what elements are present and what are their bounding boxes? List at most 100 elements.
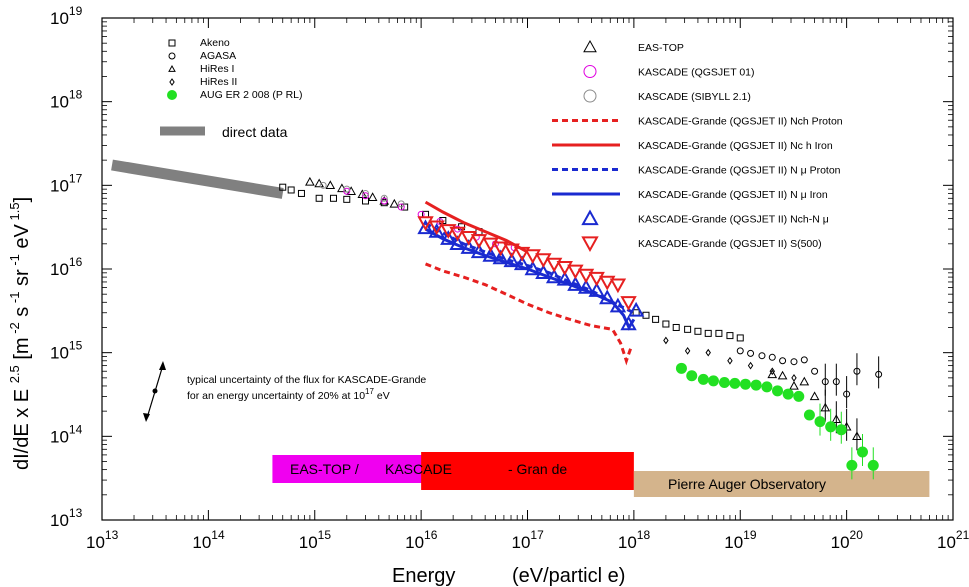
data-point (380, 197, 388, 205)
legend-left-marker (167, 90, 177, 100)
series-7 (319, 181, 405, 208)
data-point (620, 315, 637, 331)
series-3 (663, 336, 797, 382)
axis-labels: Energy (eV/particl e) dI/dE x E 2.5 [m -… (7, 197, 625, 587)
x-tick-label: 1016 (405, 528, 438, 552)
y-tick-label: 1016 (50, 255, 83, 279)
data-point (513, 246, 531, 262)
x-tick-label: 1013 (86, 528, 119, 552)
data-point (482, 246, 499, 262)
data-point (799, 376, 810, 386)
y-tick-label: 1014 (50, 422, 83, 446)
data-point (609, 297, 627, 313)
data-point (417, 219, 434, 235)
x-tick-label: 1017 (512, 528, 545, 552)
bar-label-grande: - Gran de (508, 461, 567, 477)
uncertainty-point (152, 388, 158, 394)
data-point (835, 424, 847, 436)
data-point (747, 361, 754, 370)
data-point (814, 416, 826, 428)
data-point (853, 367, 861, 375)
series-4 (675, 362, 879, 480)
data-point (380, 194, 388, 202)
y-tick-label: 1013 (50, 506, 83, 530)
data-point (535, 253, 552, 269)
legend-left-label: AUG ER 2 008 (P RL) (200, 89, 303, 101)
data-point (809, 391, 820, 401)
annotation-line-2: for an energy uncertainty of 20% at 10 (187, 390, 365, 402)
legend-right-marker (583, 39, 597, 53)
y-axis-label: dI/dE x E 2.5 [m -2 s -1 sr -1 eV 1.5] (7, 197, 33, 470)
data-point (705, 348, 711, 357)
annotation-exponent: 17 (365, 387, 374, 396)
data-point (747, 349, 755, 357)
data-point (831, 414, 842, 423)
series-13 (417, 216, 637, 311)
data-point (287, 186, 295, 194)
data-point (736, 334, 744, 342)
data-point (343, 187, 351, 195)
uncertainty-arrow-head-bottom (143, 413, 150, 422)
data-point (577, 268, 595, 284)
bar-label-eastop: EAS-TOP / (290, 461, 359, 477)
data-point (856, 446, 868, 458)
data-point (684, 325, 692, 333)
legend-left-label: HiRes I (200, 63, 234, 75)
data-point (779, 357, 787, 365)
data-point (599, 289, 616, 305)
data-point (337, 183, 347, 193)
data-point (767, 369, 778, 379)
data-point (297, 189, 305, 197)
data-point (449, 235, 466, 251)
series-line-8 (424, 262, 633, 366)
uncertainty-arrow-head-top (159, 361, 166, 370)
data-point (577, 279, 595, 294)
data-point (556, 270, 573, 286)
data-point (535, 264, 552, 280)
data-point (789, 380, 799, 390)
data-point (790, 358, 798, 366)
data-point (663, 336, 669, 345)
data-point (672, 323, 680, 331)
data-point (825, 421, 837, 433)
data-point (761, 381, 773, 393)
series-1 (736, 347, 883, 409)
data-point (470, 243, 488, 259)
data-point (620, 296, 637, 311)
data-point (460, 230, 477, 246)
data-point (567, 264, 584, 280)
y-tick-label: 1015 (50, 339, 83, 363)
bar-label-auger: Pierre Auger Observatory (668, 476, 826, 492)
legend-right-marker (581, 236, 599, 253)
data-point (736, 347, 744, 355)
data-point (513, 255, 531, 271)
data-point (482, 237, 499, 253)
legend-right-label: KASCADE-Grande (QGSJET II) Nch-N μ (638, 214, 829, 226)
series-8 (424, 262, 633, 366)
legend-left-marker (168, 39, 176, 47)
data-point (460, 239, 477, 254)
data-point (524, 249, 541, 265)
annotation-unit: eV (374, 390, 390, 402)
legend-right-marker (583, 65, 597, 78)
data-point (315, 194, 323, 202)
x-tick-label: 1021 (937, 528, 969, 552)
data-point (397, 203, 405, 211)
series-line-9 (424, 200, 529, 254)
data-point (279, 183, 287, 191)
uncertainty-annotation: typical uncertainty of the flux for KASC… (143, 361, 426, 422)
data-point (428, 223, 445, 238)
data-point (715, 329, 723, 337)
x-axis-label-part-1: Energy (392, 565, 455, 587)
series-0 (279, 183, 744, 342)
axis-ticks: 1013 1014 1015 1016 1017 1018 1019 1020 1021 1013… (50, 4, 969, 552)
data-point (567, 276, 584, 291)
data-point (791, 373, 797, 382)
legend-direct-label: direct data (222, 124, 288, 140)
data-point (492, 249, 509, 265)
data-point (362, 192, 370, 200)
data-point (599, 275, 616, 291)
series-12 (417, 219, 645, 331)
